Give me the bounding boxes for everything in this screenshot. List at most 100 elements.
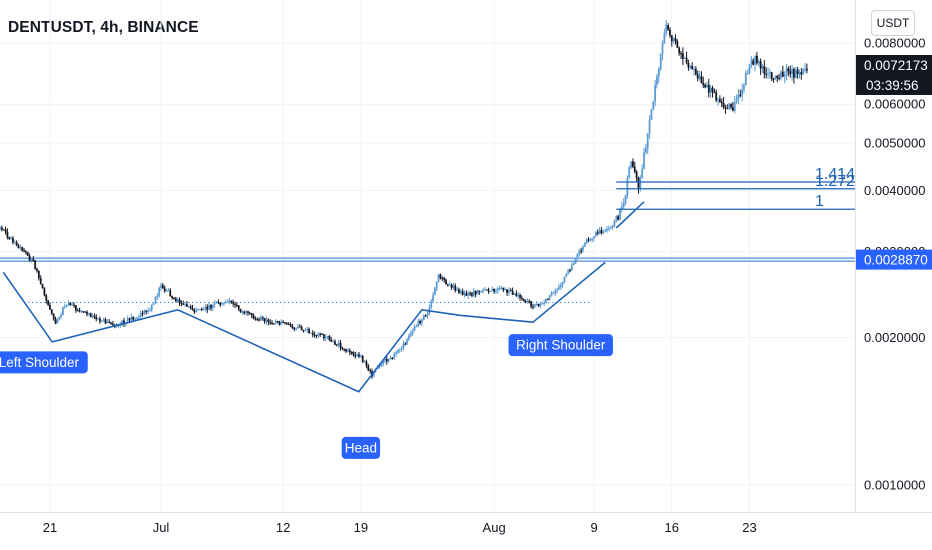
candle-body [600,230,603,234]
candle-body [389,358,392,360]
candle-body [150,304,153,311]
candle-body [756,55,758,64]
time-axis[interactable]: 21 Jul 12 19 Aug 9 16 23 [43,520,757,535]
candle-body [128,318,131,320]
candle-body [21,247,24,251]
candle-body [646,133,649,148]
candle-body [91,315,94,317]
candle-body [678,47,681,54]
candle-body [15,242,18,246]
candle-body [369,370,372,372]
candle-body [23,250,25,252]
candle-body [635,171,638,178]
candle-body [297,326,299,328]
candle-body [210,304,212,309]
candle-body [459,291,462,293]
candle-body [334,341,336,345]
candle-body [193,309,196,312]
candle-body [50,309,53,314]
candle-body [583,243,586,247]
candle-body [243,311,246,314]
candle-body [80,311,83,313]
candle-body [546,298,549,300]
candle-body [493,288,496,292]
candle-body [737,94,740,100]
candle-body [41,283,44,289]
candle-body [724,107,727,109]
candle-body [641,168,644,178]
candle-body [58,316,61,320]
candle-body [519,295,521,298]
candle-body [332,341,335,343]
pattern-callouts: Left Shoulder Head Right Shoulder [0,334,613,459]
candle-body [350,352,353,354]
candle-body [445,279,447,285]
candle-body [123,320,125,324]
candle-body [602,231,605,234]
currency-button[interactable]: USDT [871,10,915,36]
candle-body [223,303,225,305]
candle-body [613,220,616,226]
candle-body [563,276,566,282]
time-tick-label: 12 [276,520,290,535]
candle-body [704,84,706,88]
candle-body [158,288,161,296]
candle-body [37,271,40,278]
candle-body [235,305,238,307]
candle-body [413,326,416,331]
candle-body [685,57,688,63]
candle-body [293,327,296,330]
candle-body [595,232,597,237]
candle-body [463,293,466,295]
candle-body [752,60,755,65]
candle-body [622,203,625,207]
candle-body [354,355,357,357]
candle-body [278,321,281,325]
candle-body [578,250,581,254]
candle-body [396,349,399,353]
candle-body [487,289,490,292]
fib-level-label: 1.414 [815,166,855,183]
callout-box [508,334,613,357]
candle-body [272,323,275,325]
candle-body [322,334,325,339]
candle-body [36,268,38,272]
callout-label: Head [345,440,377,455]
candle-body [620,206,623,209]
candle-body [711,87,714,93]
candle-body [533,304,536,308]
candle-body [30,259,33,261]
candle-body [587,239,590,241]
candle-body [47,300,50,306]
candle-body [136,317,138,319]
callout-label: Left Shoulder [0,355,80,370]
candle-body [770,72,773,79]
candle-body [387,358,390,362]
candle-body [767,73,769,75]
candle-body [515,293,518,296]
candle-body [524,300,527,302]
candle-body [106,321,109,324]
candle-body [228,300,231,302]
pattern-trend-line [460,261,606,324]
candle-body [237,305,240,310]
candle-body [154,297,157,304]
candle-body [765,73,768,75]
candle-body [426,314,429,316]
candle-body [648,119,651,134]
candle-body [184,303,186,305]
candle-body [421,320,423,323]
candle-body [456,289,459,291]
candle-body [39,277,42,284]
candle-body [324,337,327,339]
candle-body [526,301,529,303]
candle-body [585,239,588,244]
candle-body [471,293,473,296]
candle-body [282,321,285,323]
candle-body [186,303,188,307]
candle-body [284,322,286,324]
candle-body [696,74,699,79]
candle-body [574,257,577,264]
candle-body [748,64,751,74]
